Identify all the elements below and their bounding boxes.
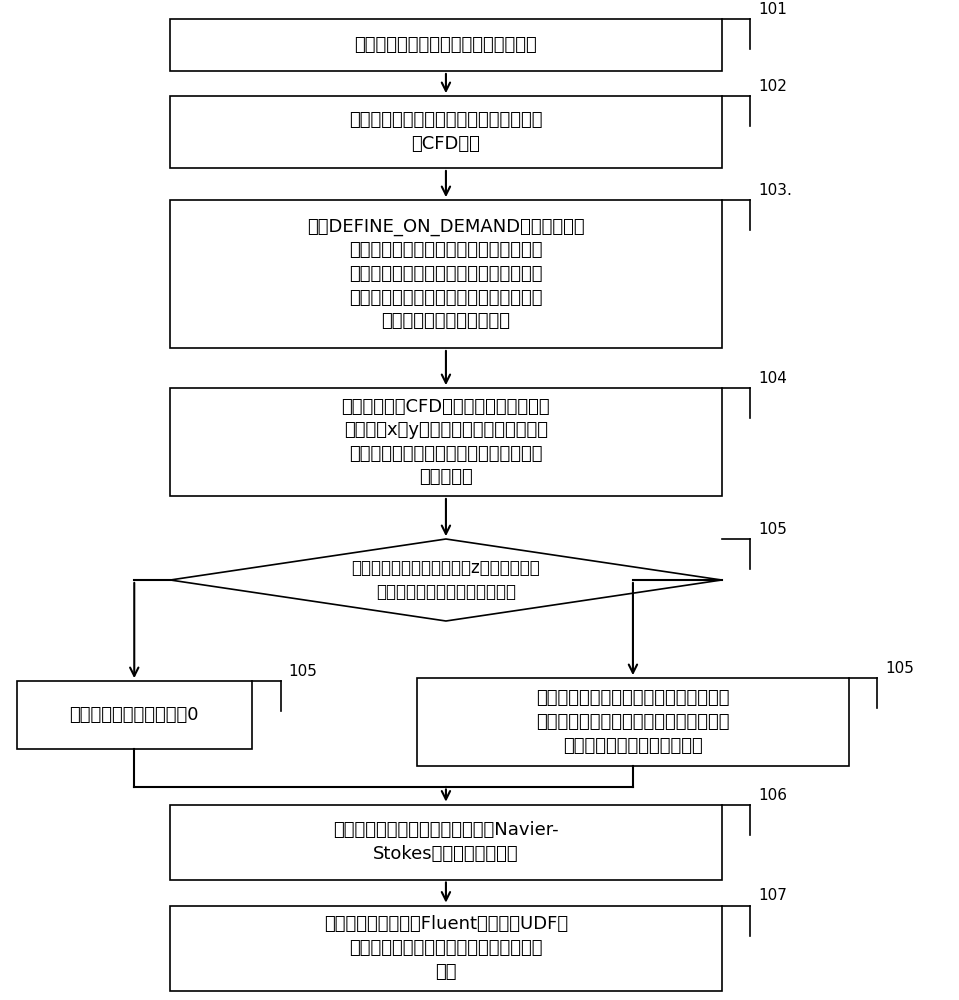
Bar <box>171 388 722 496</box>
Text: 105: 105 <box>885 661 914 676</box>
Text: 102: 102 <box>758 79 787 94</box>
Text: 判断每一个单元的垂直高度z是否大于每一
个单元的水平坐标处的植被高度: 判断每一个单元的垂直高度z是否大于每一 个单元的水平坐标处的植被高度 <box>352 559 540 601</box>
Text: 107: 107 <box>758 888 787 904</box>
Text: 获取地形数据以及地表粗糙度长度数据: 获取地形数据以及地表粗糙度长度数据 <box>355 36 537 54</box>
Text: 103.: 103. <box>758 183 792 198</box>
Bar <box>171 200 722 348</box>
Bar <box>171 804 722 880</box>
Polygon shape <box>171 539 721 621</box>
Bar <box>171 906 722 990</box>
Bar <box>417 678 849 766</box>
Text: 根据每一个单元的阻力系数，得到Navier-
Stokes动量方程中的源项: 根据每一个单元的阻力系数，得到Navier- Stokes动量方程中的源项 <box>333 821 559 863</box>
Bar <box>171 96 722 168</box>
Bar <box>171 19 722 71</box>
Text: 104: 104 <box>758 371 787 386</box>
Text: 每一个单元的阻力系数为0: 每一个单元的阻力系数为0 <box>69 706 199 724</box>
Text: 根据每一个单元的垂直高度和水平坐标处
的植被高度计算得到叶面积密度，从而计
算得到每一个单元的阻力系数: 根据每一个单元的垂直高度和水平坐标处 的植被高度计算得到叶面积密度，从而计 算得… <box>536 689 730 755</box>
Text: 105: 105 <box>288 664 317 679</box>
Text: 101: 101 <box>758 2 787 17</box>
Text: 106: 106 <box>758 788 787 802</box>
Bar <box>17 681 251 749</box>
Text: 对地形数据进行处理和建模，得到实际地
形CFD模型: 对地形数据进行处理和建模，得到实际地 形CFD模型 <box>349 111 543 153</box>
Text: 105: 105 <box>758 522 787 537</box>
Text: 根据实际地形CFD模型中每一个单元的水
平坐标（x，y）在地表植被高度规则网格
中的定位，得到每一个单元的水平坐标处
的植被高度: 根据实际地形CFD模型中每一个单元的水 平坐标（x，y）在地表植被高度规则网格 … <box>341 398 550 486</box>
Text: 编写日志文件，驱动Fluent编译执行UDF，
添加源项进行计算，得到模拟复杂地形的
风场: 编写日志文件，驱动Fluent编译执行UDF， 添加源项进行计算，得到模拟复杂地… <box>324 915 568 981</box>
Text: 运用DEFINE_ON_DEMAND宏，将地表粗
糙度长度数据转换为覆盖植被高度数据后
，利用最近邻点插值法将覆盖植被高度数
据转换为规则分布的地表植被高度数据: 运用DEFINE_ON_DEMAND宏，将地表粗 糙度长度数据转换为覆盖植被高度… <box>307 218 585 330</box>
